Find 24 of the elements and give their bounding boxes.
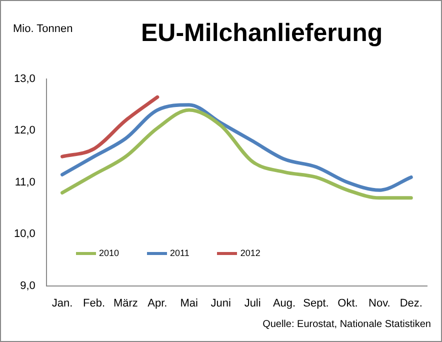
x-tick-label: Aug. — [272, 297, 296, 310]
y-tick-label: 10,0 — [14, 228, 36, 240]
x-tick-label: Mai — [180, 297, 198, 310]
line-series — [60, 95, 160, 158]
y-tick-label: 12,0 — [14, 124, 36, 137]
x-tick-label: Okt. — [338, 297, 358, 310]
x-tick-label: Apr. — [148, 297, 168, 310]
x-tick-label: Juli — [244, 297, 261, 310]
legend-label: 2010 — [98, 248, 120, 258]
legend-label: 2011 — [169, 248, 190, 258]
x-tick-label: Jan. — [52, 297, 73, 310]
x-tick-label: Nov. — [368, 297, 390, 310]
x-tick-label: März — [113, 297, 138, 310]
y-axis-title: Mio. Tonnen — [13, 23, 73, 35]
x-tick-label: Juni — [210, 297, 231, 310]
legend-label: 2012 — [239, 248, 260, 258]
x-tick-label: Feb. — [82, 297, 105, 310]
chart-title: EU-Milchanlieferung — [141, 19, 383, 48]
source-note: Quelle: Eurostat, Nationale Statistiken — [262, 319, 431, 330]
y-tick-label: 9,0 — [20, 280, 36, 292]
y-tick-label: 11,0 — [14, 176, 36, 188]
y-tick-label: 13,0 — [14, 73, 36, 86]
x-tick-label: Dez. — [400, 297, 422, 310]
x-tick-label: Sept. — [303, 297, 329, 310]
